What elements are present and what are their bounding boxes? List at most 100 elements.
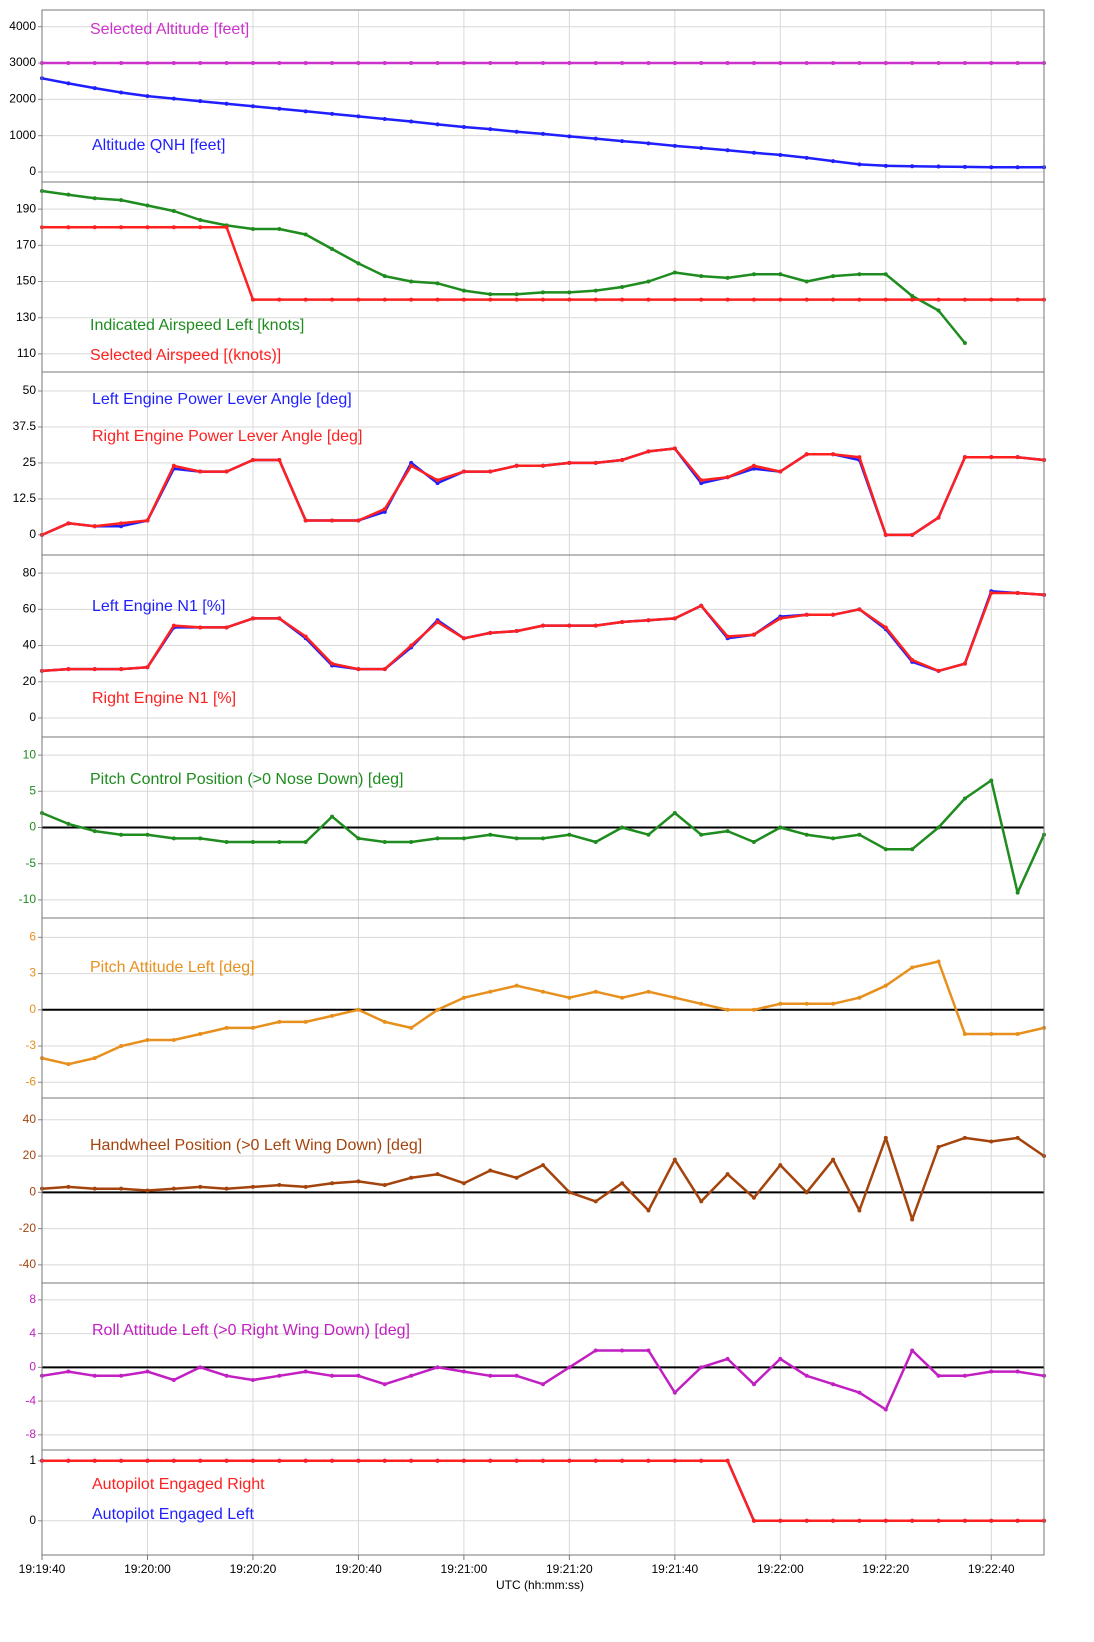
data-point	[1015, 165, 1020, 170]
legend-label: Autopilot Engaged Left	[92, 1506, 254, 1523]
data-point	[620, 1458, 625, 1463]
data-point	[224, 839, 229, 844]
data-point	[541, 836, 545, 841]
y-tick-label: 2000	[9, 92, 36, 106]
data-point	[962, 341, 967, 346]
data-point	[461, 469, 466, 474]
data-point	[831, 1518, 836, 1523]
data-point	[119, 61, 124, 66]
data-point	[145, 1458, 150, 1463]
data-point	[514, 983, 519, 988]
panel-frame	[41, 181, 1045, 373]
data-point	[330, 518, 335, 523]
data-point	[725, 297, 730, 302]
data-point	[751, 1382, 756, 1387]
data-point	[145, 518, 150, 523]
data-point	[382, 1382, 387, 1387]
data-point	[672, 995, 677, 1000]
data-point	[831, 159, 836, 164]
data-point	[198, 625, 203, 630]
data-point	[66, 1184, 71, 1189]
y-tick-label: -6	[25, 1074, 36, 1088]
y-tick-label: -8	[25, 1427, 36, 1441]
data-point	[92, 829, 97, 834]
data-point	[461, 995, 466, 1000]
data-point	[962, 661, 967, 666]
data-point	[567, 1190, 572, 1195]
data-point	[330, 661, 335, 666]
data-point	[224, 469, 229, 474]
series-line	[41, 447, 1045, 537]
data-point	[699, 1458, 704, 1463]
data-point	[514, 463, 519, 468]
data-point	[831, 1001, 836, 1006]
data-point	[303, 1369, 308, 1374]
data-point	[831, 836, 836, 841]
data-point	[330, 246, 335, 251]
data-point	[356, 836, 361, 841]
data-point	[989, 297, 994, 302]
data-point	[224, 61, 229, 66]
data-point	[119, 90, 124, 95]
data-point	[382, 297, 387, 302]
y-tick-label: 20	[23, 674, 37, 688]
data-point	[409, 643, 414, 648]
data-point	[92, 524, 97, 529]
data-point	[646, 141, 651, 146]
y-tick-label: -3	[25, 1038, 36, 1052]
data-point	[409, 1373, 414, 1378]
x-tick-label: 19:20:00	[124, 1562, 171, 1576]
legend-label: Indicated Airspeed Left [knots]	[90, 317, 304, 334]
data-point	[382, 506, 387, 511]
data-point	[567, 995, 572, 1000]
y-tick-label: 40	[23, 1112, 37, 1126]
data-point	[356, 1007, 361, 1012]
data-point	[883, 163, 888, 168]
data-point	[330, 1181, 335, 1186]
data-point	[593, 1348, 598, 1353]
data-point	[330, 111, 335, 116]
data-point	[593, 623, 598, 628]
y-tick-label: 40	[23, 638, 37, 652]
data-point	[145, 832, 150, 837]
y-tick-label: 170	[16, 238, 36, 252]
data-point	[303, 61, 308, 66]
data-point	[356, 297, 361, 302]
data-point	[277, 61, 282, 66]
data-point	[699, 603, 704, 608]
data-point	[672, 143, 677, 148]
data-point	[198, 469, 203, 474]
data-point	[488, 469, 493, 474]
data-point	[989, 1139, 994, 1144]
data-point	[250, 1377, 255, 1382]
data-point	[699, 146, 704, 151]
data-point	[119, 1373, 124, 1378]
data-point	[778, 61, 783, 66]
data-point	[831, 297, 836, 302]
data-point	[672, 61, 677, 66]
y-tick-label: 4	[29, 1326, 36, 1340]
data-point	[1015, 1135, 1020, 1140]
data-point	[356, 261, 361, 266]
y-tick-label: 190	[16, 201, 36, 215]
data-point	[620, 284, 625, 289]
y-tick-label: 6	[29, 930, 36, 944]
data-point	[883, 272, 888, 277]
data-point	[303, 109, 308, 114]
data-point	[382, 509, 387, 514]
data-point	[224, 1025, 229, 1030]
series-line	[42, 225, 1044, 301]
data-point	[646, 618, 651, 623]
data-point	[883, 532, 888, 537]
data-point	[488, 297, 493, 302]
data-point	[409, 61, 414, 66]
data-point	[171, 623, 176, 628]
data-point	[303, 634, 308, 639]
data-point	[435, 1172, 440, 1177]
data-point	[171, 61, 176, 66]
data-point	[250, 1458, 255, 1463]
data-point	[751, 466, 756, 471]
data-point	[910, 1518, 915, 1523]
data-point	[171, 1458, 176, 1463]
